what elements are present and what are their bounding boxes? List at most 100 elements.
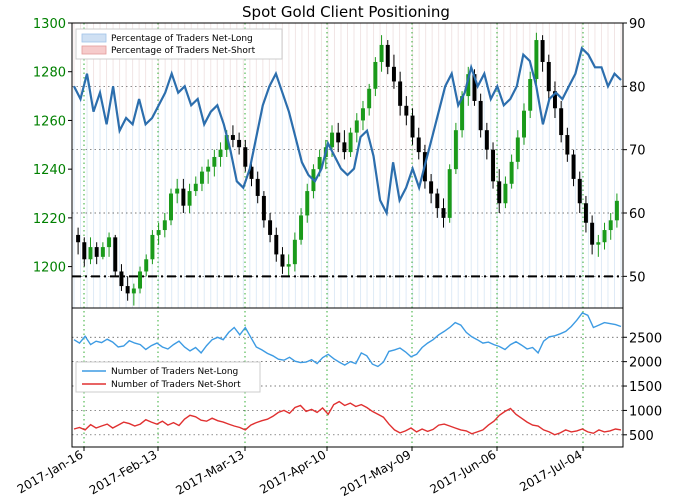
candle-body (144, 259, 149, 272)
candle-body (546, 61, 551, 92)
candle-body (100, 247, 105, 257)
legend-label-net-long-pct: Percentage of Traders Net-Long (111, 34, 253, 44)
pct-net-long-line (73, 46, 622, 217)
top-panel: 1200 1220 1240 1260 1280 1300 50 60 70 80 90 (33, 17, 646, 447)
y-count-tick-label: 2000 (629, 356, 662, 371)
candle-body (280, 254, 285, 267)
candle-body (608, 220, 613, 231)
candle-body (156, 230, 161, 235)
candle-body (354, 120, 359, 133)
y-count-tick-label: 1000 (629, 404, 662, 419)
candle-body (212, 156, 217, 167)
candle-body (187, 191, 192, 206)
candle-body (76, 234, 81, 243)
candle-body (336, 132, 341, 143)
candle-body (534, 40, 539, 80)
candle-body (261, 195, 266, 221)
candle-body (218, 149, 223, 157)
candle-body (193, 183, 198, 192)
y-left-tick-label: 1280 (33, 66, 66, 81)
candle-body (274, 234, 279, 255)
candle-body (119, 271, 124, 287)
candle-body (243, 147, 248, 167)
candle-body (522, 110, 526, 138)
candle-body (94, 247, 99, 257)
candle-body (602, 230, 607, 243)
candle-body (503, 183, 508, 204)
candle-body (224, 135, 229, 150)
candle-body (590, 222, 595, 245)
candle-body (614, 200, 619, 221)
candle-body (540, 40, 545, 62)
candle-body (441, 208, 446, 218)
y-left-tick-label: 1220 (33, 212, 66, 227)
candle-body (82, 242, 87, 260)
candle-body (379, 44, 384, 62)
y-right-tick-label: 90 (629, 17, 646, 32)
candle-body (230, 135, 235, 140)
candle-body (410, 115, 415, 138)
candle-body (460, 96, 465, 131)
candle-body (484, 130, 489, 150)
bottom-legend: Number of Traders Net-Long Number of Tra… (75, 361, 261, 393)
candle-body (88, 247, 93, 260)
candle-body (404, 105, 409, 116)
y-right-tick-label: 80 (629, 80, 646, 95)
candle-body (435, 193, 440, 209)
candle-body (373, 61, 378, 89)
candle-body (292, 239, 297, 265)
candle-body (416, 137, 421, 153)
legend-swatch-net-short-pct (81, 45, 107, 55)
candle-body (150, 234, 155, 260)
candle-body (453, 130, 458, 170)
candle-body (131, 288, 136, 294)
candle-body (367, 88, 372, 109)
candle-body (528, 79, 533, 111)
candle-body (478, 100, 483, 131)
candle-body (162, 220, 167, 231)
net-long-count-line (73, 312, 622, 368)
bottom-frame (71, 307, 624, 448)
candle-body (361, 108, 365, 121)
candle-body (509, 161, 514, 184)
candle-body (466, 74, 471, 97)
candle-body (472, 74, 477, 101)
candle-body (348, 132, 353, 153)
candle-body (391, 66, 396, 82)
y-left-tick-label: 1260 (33, 114, 66, 129)
candle-body (583, 203, 588, 223)
legend-swatch-net-long-pct (81, 33, 107, 43)
candle-body (515, 137, 520, 162)
candle-body (206, 166, 211, 172)
y-right-tick-label: 70 (629, 144, 646, 159)
y-count-tick-label: 1500 (629, 380, 662, 395)
chart-title: Spot Gold Client Positioning (242, 3, 450, 21)
candle-body (317, 156, 322, 170)
candle-body (113, 237, 118, 272)
legend-label-net-short-count: Number of Traders Net-Short (111, 380, 241, 390)
y-count-tick-label: 2500 (629, 331, 662, 346)
y-right-tick-label: 60 (629, 207, 646, 222)
y-left-tick-label: 1300 (33, 17, 66, 32)
candle-body (429, 181, 434, 194)
candle-body (385, 44, 390, 67)
candle-body (181, 188, 186, 206)
candle-body (125, 286, 130, 294)
candle-body (491, 149, 496, 182)
candle-body (107, 237, 112, 248)
candle-body (305, 191, 310, 216)
candle-body (169, 193, 173, 221)
candle-body (286, 264, 291, 267)
candle-body (447, 169, 452, 218)
bottom-panel: 500 1000 1500 2000 2500 (71, 307, 662, 448)
candle-body (175, 188, 180, 194)
y-left-tick-label: 1200 (33, 261, 66, 276)
candle-body (138, 271, 143, 289)
candle-body (342, 142, 347, 153)
candle-body (571, 154, 576, 179)
y-count-tick-label: 500 (629, 429, 654, 444)
candle-body (577, 178, 582, 204)
top-legend: Percentage of Traders Net-Long Percentag… (75, 28, 283, 60)
legend-label-net-short-pct: Percentage of Traders Net-Short (111, 46, 256, 56)
